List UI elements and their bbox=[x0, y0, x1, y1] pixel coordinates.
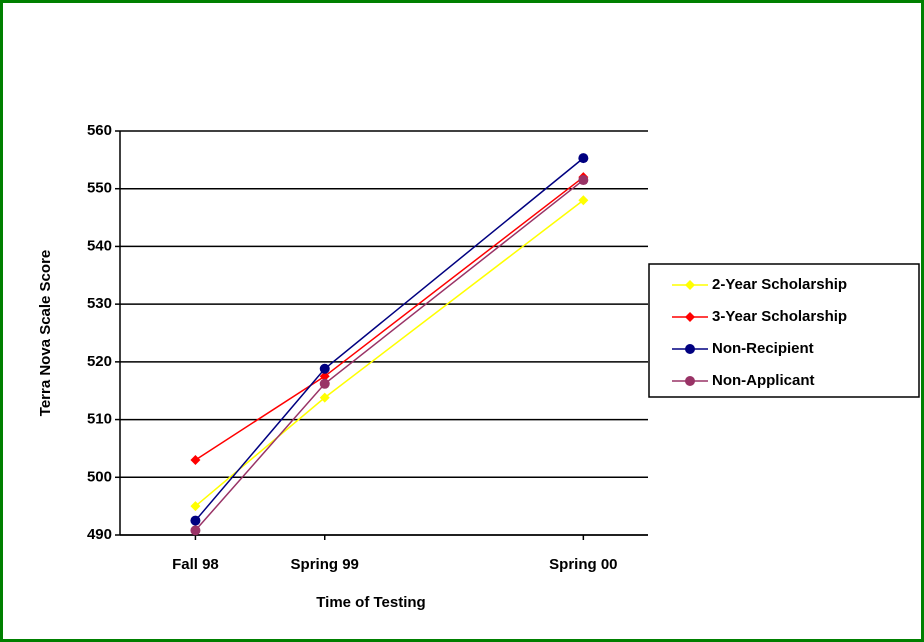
legend-label: 3-Year Scholarship bbox=[712, 308, 847, 325]
marker bbox=[190, 525, 201, 536]
y-tick-label: 490 bbox=[87, 526, 112, 543]
marker bbox=[319, 371, 330, 382]
y-tick-label: 520 bbox=[87, 353, 112, 370]
y-tick-label: 530 bbox=[87, 295, 112, 312]
marker bbox=[190, 515, 201, 526]
marker bbox=[190, 501, 201, 512]
y-tick-label: 510 bbox=[87, 411, 112, 428]
x-tick-label: Fall 98 bbox=[172, 556, 219, 573]
marker bbox=[319, 363, 330, 374]
y-tick-label: 550 bbox=[87, 180, 112, 197]
y-tick-label: 500 bbox=[87, 468, 112, 485]
marker bbox=[685, 376, 695, 386]
marker bbox=[578, 195, 589, 206]
marker bbox=[190, 454, 201, 465]
marker bbox=[685, 344, 695, 354]
marker bbox=[685, 312, 695, 322]
y-tick-label: 540 bbox=[87, 237, 112, 254]
marker bbox=[319, 392, 330, 403]
legend-label: Non-Recipient bbox=[712, 340, 814, 357]
legend-box bbox=[648, 263, 920, 398]
y-tick-label: 560 bbox=[87, 122, 112, 139]
x-tick-label: Spring 00 bbox=[549, 556, 617, 573]
legend-label: 2-Year Scholarship bbox=[712, 276, 847, 293]
marker bbox=[578, 175, 589, 186]
x-axis-title: Time of Testing bbox=[316, 594, 425, 611]
legend-label: Non-Applicant bbox=[712, 372, 815, 389]
marker bbox=[685, 280, 695, 290]
x-tick-label: Spring 99 bbox=[291, 556, 359, 573]
marker bbox=[578, 153, 589, 164]
marker bbox=[319, 378, 330, 389]
y-axis-title: Terra Nova Scale Score bbox=[37, 250, 54, 416]
